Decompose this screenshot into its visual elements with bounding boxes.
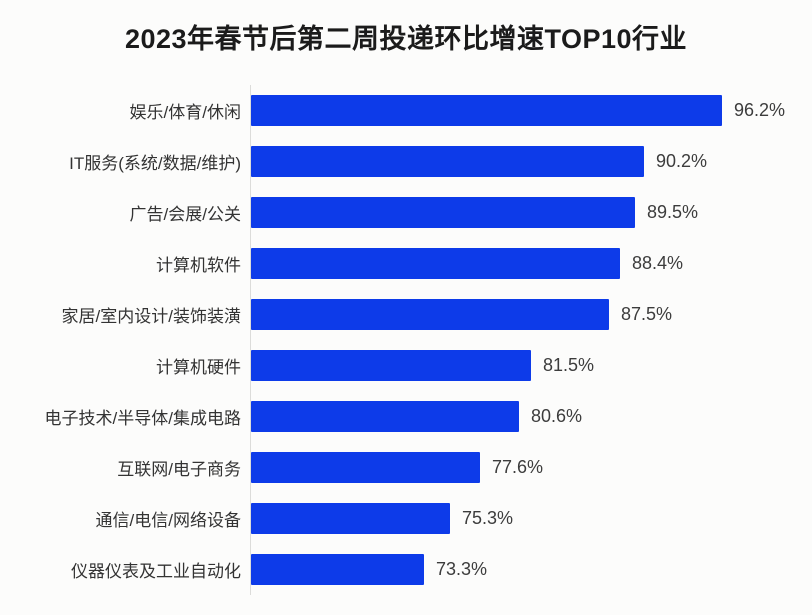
value-label: 87.5% xyxy=(621,304,673,324)
bar xyxy=(251,197,635,228)
bar-zone: 90.2% xyxy=(250,136,812,187)
bar xyxy=(251,554,424,585)
bar xyxy=(251,452,480,483)
value-label: 77.6% xyxy=(492,457,544,477)
value-label: 89.5% xyxy=(647,202,699,222)
category-label: 仪器仪表及工业自动化 xyxy=(71,562,241,581)
category-label: IT服务(系统/数据/维护) xyxy=(69,154,241,173)
bar xyxy=(251,146,644,177)
bar-zone: 96.2% xyxy=(250,85,812,136)
value-label: 90.2% xyxy=(656,151,708,171)
bar-row: 仪器仪表及工业自动化 73.3% xyxy=(0,544,812,595)
bar xyxy=(251,95,722,126)
bar-row: 家居/室内设计/装饰装潢 87.5% xyxy=(0,289,812,340)
bar-zone: 81.5% xyxy=(250,340,812,391)
bar-zone: 87.5% xyxy=(250,289,812,340)
bar-zone: 80.6% xyxy=(250,391,812,442)
bar-zone: 77.6% xyxy=(250,442,812,493)
category-label: 通信/电信/网络设备 xyxy=(95,511,241,530)
chart-title: 2023年春节后第二周投递环比增速TOP10行业 xyxy=(124,24,688,54)
bar xyxy=(251,248,620,279)
bar-row: IT服务(系统/数据/维护) 90.2% xyxy=(0,136,812,187)
value-label: 73.3% xyxy=(436,559,488,579)
bar-zone: 75.3% xyxy=(250,493,812,544)
bar-chart: 2023年春节后第二周投递环比增速TOP10行业 娱乐/体育/休闲 96.2% … xyxy=(0,20,812,615)
category-label: 娱乐/体育/休闲 xyxy=(129,103,241,122)
category-label: 计算机软件 xyxy=(156,256,241,275)
bar xyxy=(251,299,609,330)
bar-row: 广告/会展/公关 89.5% xyxy=(0,187,812,238)
bar-row: 通信/电信/网络设备 75.3% xyxy=(0,493,812,544)
bar xyxy=(251,401,519,432)
value-label: 80.6% xyxy=(531,406,583,426)
bar-row: 电子技术/半导体/集成电路 80.6% xyxy=(0,391,812,442)
category-label: 广告/会展/公关 xyxy=(129,205,241,224)
value-label: 81.5% xyxy=(543,355,595,375)
bar-zone: 89.5% xyxy=(250,187,812,238)
category-label: 电子技术/半导体/集成电路 xyxy=(44,409,241,428)
category-label: 互联网/电子商务 xyxy=(117,460,241,479)
bar-row: 计算机软件 88.4% xyxy=(0,238,812,289)
category-label: 家居/室内设计/装饰装潢 xyxy=(61,307,241,326)
bar-row: 互联网/电子商务 77.6% xyxy=(0,442,812,493)
bar xyxy=(251,503,450,534)
bar-row: 娱乐/体育/休闲 96.2% xyxy=(0,85,812,136)
bar-zone: 73.3% xyxy=(250,544,812,595)
bar xyxy=(251,350,531,381)
value-label: 88.4% xyxy=(632,253,684,273)
bar-rows: 娱乐/体育/休闲 96.2% IT服务(系统/数据/维护) 90.2% 广告/会… xyxy=(0,85,812,595)
value-label: 96.2% xyxy=(734,100,786,120)
bar-zone: 88.4% xyxy=(250,238,812,289)
bar-row: 计算机硬件 81.5% xyxy=(0,340,812,391)
value-label: 75.3% xyxy=(462,508,514,528)
category-label: 计算机硬件 xyxy=(156,358,241,377)
